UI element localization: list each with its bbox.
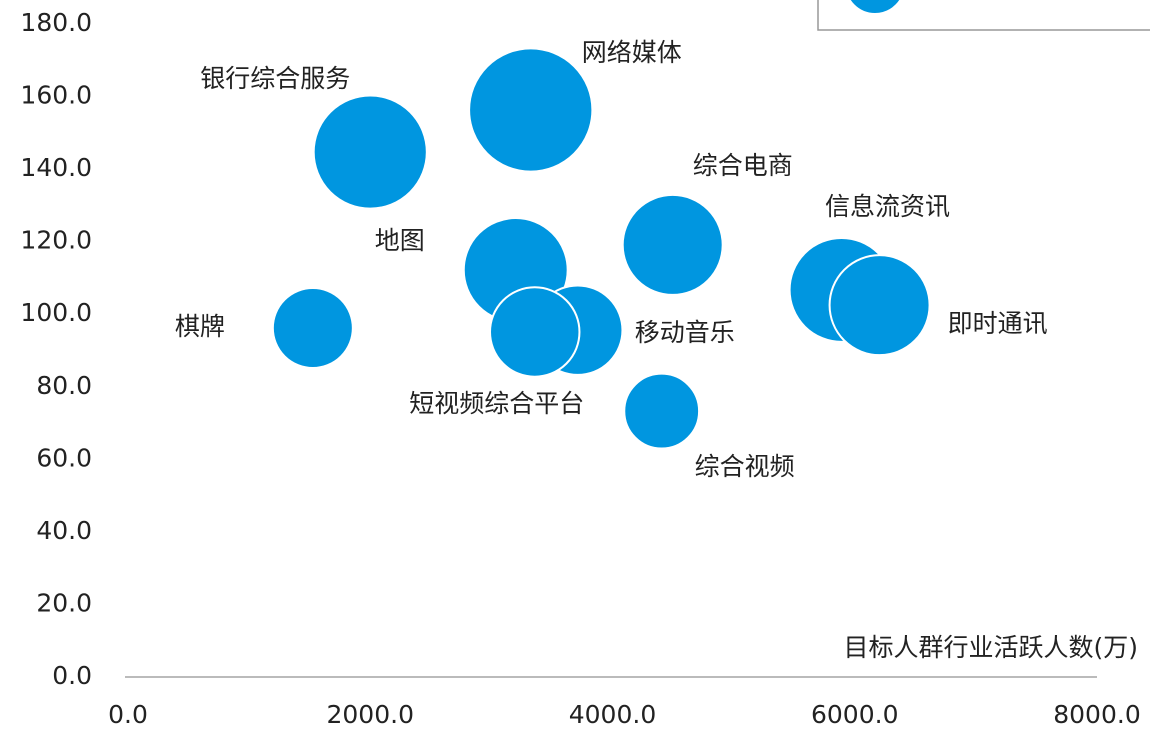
- bubble: [312, 94, 428, 210]
- x-tick-label: 2000.0: [327, 700, 414, 729]
- x-tick-label: 8000.0: [1053, 700, 1140, 729]
- legend-marker: [848, 0, 902, 15]
- y-tick-label: 120.0: [20, 226, 92, 255]
- y-tick-label: 80.0: [36, 371, 92, 400]
- data-label: 综合电商: [693, 151, 793, 180]
- data-label: 即时通讯: [948, 309, 1048, 338]
- y-tick-label: 100.0: [20, 298, 92, 327]
- y-tick-label: 180.0: [20, 8, 92, 37]
- x-tick-label: 4000.0: [569, 700, 656, 729]
- bubble: [271, 287, 354, 370]
- data-label: 地图: [375, 226, 425, 255]
- data-label: 棋牌: [175, 312, 225, 341]
- y-tick-label: 140.0: [20, 153, 92, 182]
- data-label: 移动音乐: [635, 318, 735, 347]
- y-tick-label: 40.0: [36, 516, 92, 545]
- bubble: [468, 47, 594, 173]
- y-tick-label: 160.0: [20, 81, 92, 110]
- data-label: 银行综合服务: [200, 64, 350, 93]
- x-axis-title: 目标人群行业活跃人数(万): [843, 633, 1138, 662]
- x-tick-label: 6000.0: [811, 700, 898, 729]
- data-label: 短视频综合平台: [409, 389, 584, 418]
- data-label: 综合视频: [695, 452, 795, 481]
- bubble: [623, 372, 701, 450]
- bubble: [489, 286, 581, 378]
- y-tick-label: 0.0: [52, 661, 92, 690]
- y-tick-label: 60.0: [36, 443, 92, 472]
- bubble: [828, 254, 931, 357]
- data-label: 网络媒体: [582, 38, 682, 67]
- data-label: 信息流资讯: [825, 192, 950, 221]
- x-tick-label: 0.0: [108, 700, 148, 729]
- y-tick-label: 20.0: [36, 588, 92, 617]
- bubble: [621, 193, 724, 296]
